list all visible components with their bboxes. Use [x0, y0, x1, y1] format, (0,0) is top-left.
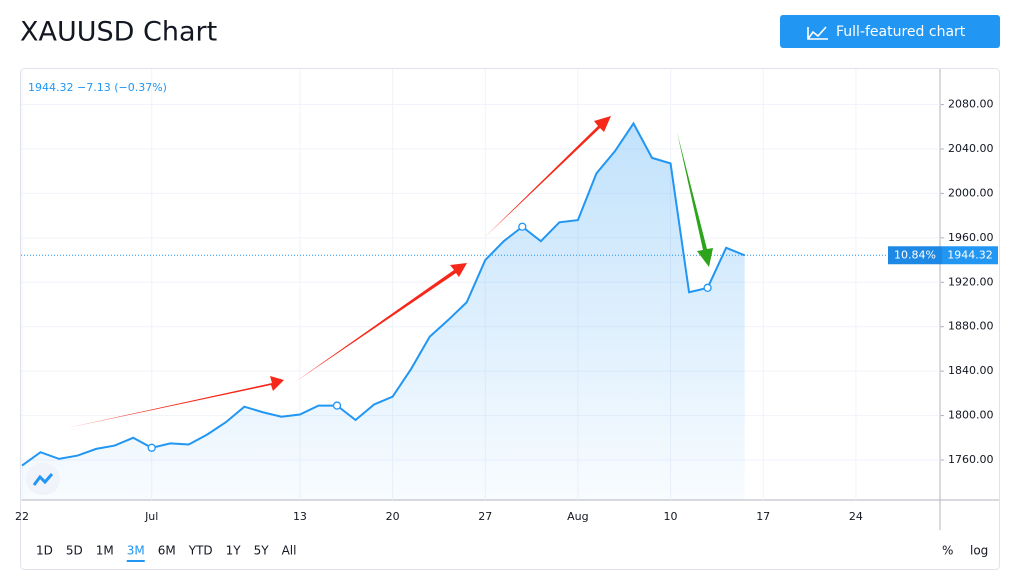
price-label: 1944.32 — [947, 248, 993, 261]
legend: 1944.32 −7.13 (−0.37%) — [28, 81, 167, 94]
range-button[interactable]: All — [282, 544, 297, 558]
y-tick-label: 1840.00 — [948, 364, 994, 377]
plot: 1760.00 1800.00 1840.00 1880.00 1920.00 1960.… — [15, 69, 998, 523]
annotations — [67, 116, 713, 428]
range-button[interactable]: 1Y — [226, 544, 242, 558]
x-tick-label: 22 — [15, 510, 29, 523]
range-button[interactable]: 1M — [96, 544, 114, 558]
price-badge — [942, 246, 998, 265]
x-tick-label: Jul — [144, 510, 158, 523]
y-tick-label: 1920.00 — [948, 275, 994, 288]
logo[interactable] — [32, 473, 54, 486]
point-marker — [332, 401, 342, 410]
range-button[interactable]: 5Y — [254, 544, 270, 558]
red-arrow — [295, 263, 467, 382]
y-tick-label: 2080.00 — [948, 98, 994, 111]
range-button[interactable]: 5D — [66, 544, 83, 558]
green-arrow — [677, 132, 713, 267]
x-tick-label: 27 — [478, 510, 492, 523]
x-tick-label: 10 — [664, 510, 678, 523]
title: XAUUSD Chart — [20, 17, 217, 48]
x-tick-label: 17 — [756, 510, 770, 523]
point-marker — [147, 443, 156, 452]
change-label: 10.84% — [894, 248, 936, 261]
range-button[interactable]: 6M — [158, 544, 176, 558]
full-featured-button[interactable]: Full-featured chart — [780, 15, 1000, 48]
y-tick-label: 1760.00 — [948, 453, 994, 466]
x-tick-label: 24 — [849, 510, 863, 523]
range-button[interactable]: 3M — [127, 544, 145, 558]
scale-button[interactable]: log — [970, 544, 988, 558]
range-button[interactable]: YTD — [188, 544, 213, 558]
x-tick-label: 13 — [293, 510, 307, 523]
x-tick-label: 20 — [386, 510, 400, 523]
point-marker — [518, 222, 527, 231]
button-icon[interactable] — [807, 26, 828, 40]
y-tick-label: 1880.00 — [948, 320, 994, 333]
range-button[interactable]: 1D — [36, 544, 53, 558]
y-tick-label: 1960.00 — [948, 231, 994, 244]
y-tick-label: 2000.00 — [948, 186, 994, 199]
line — [21, 121, 746, 467]
button-bg[interactable] — [780, 15, 1000, 48]
panel-border — [20, 68, 1000, 570]
x-tick-label: Aug — [567, 510, 588, 523]
button-label[interactable]: Full-featured chart — [836, 24, 966, 40]
area — [22, 123, 745, 500]
red-arrow — [485, 116, 611, 237]
y-tick-label: 1800.00 — [948, 409, 994, 422]
y-tick-label: 2040.00 — [948, 142, 994, 155]
point-marker — [703, 283, 712, 292]
change-badge — [888, 246, 942, 265]
scale-button[interactable]: % — [942, 544, 953, 558]
